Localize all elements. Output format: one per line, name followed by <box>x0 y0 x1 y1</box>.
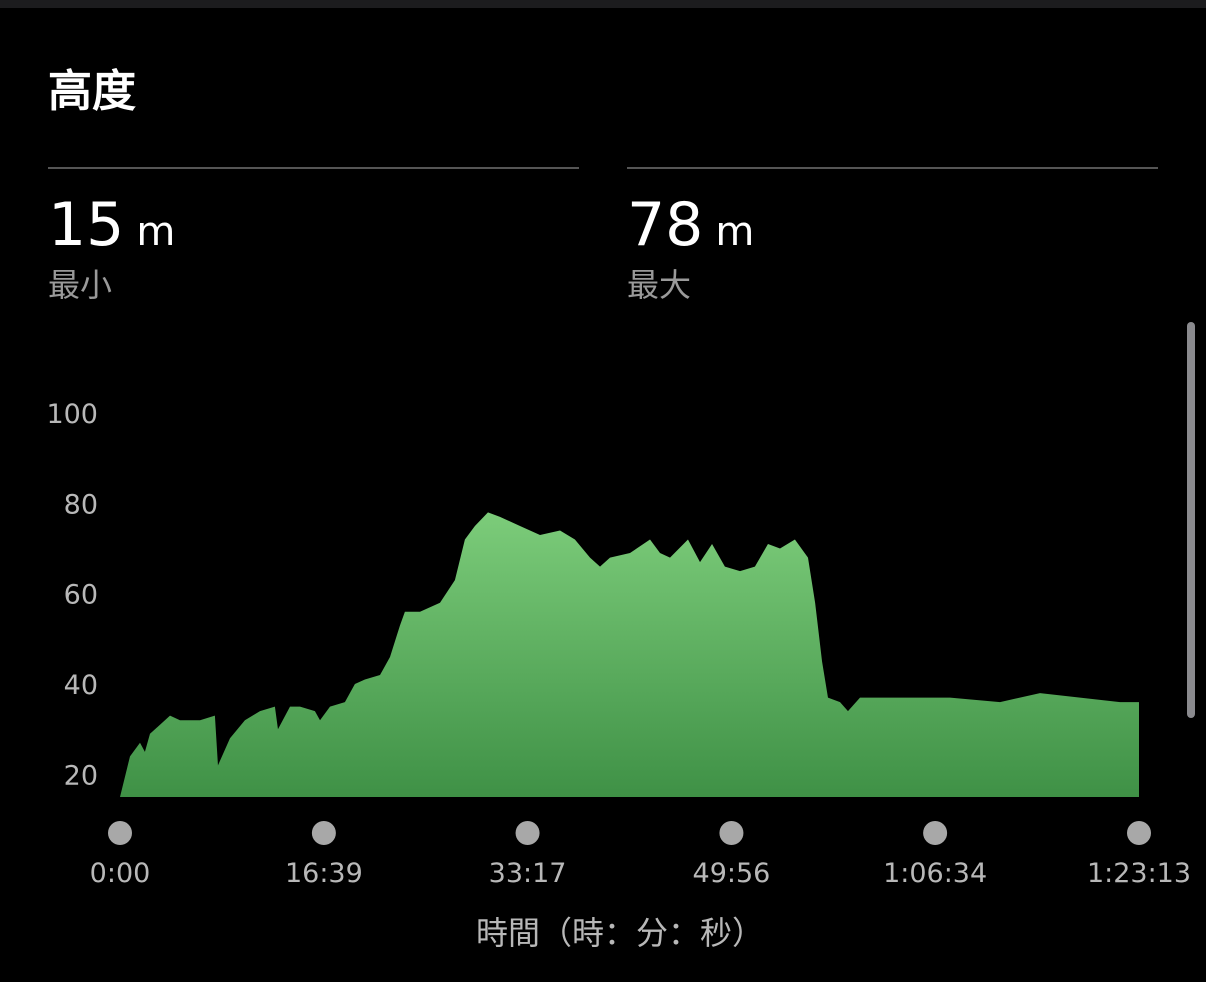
x-tick-dot <box>515 821 540 845</box>
stat-min: 15 m <box>48 190 175 260</box>
x-tick-label: 16:39 <box>285 858 363 889</box>
top-bar <box>0 0 1206 8</box>
x-tick-dot <box>311 821 336 845</box>
stat-label: 最小 <box>48 266 112 304</box>
stat-unit: m <box>715 209 754 255</box>
x-axis-title: 時間（時：分：秒） <box>476 914 764 952</box>
x-tick-label: 33:17 <box>489 858 567 889</box>
scrollbar[interactable] <box>1187 322 1195 718</box>
y-tick-label: 100 <box>46 399 98 430</box>
x-tick-dot <box>108 821 132 845</box>
elevation-area <box>120 512 1139 797</box>
stat-label: 最大 <box>627 266 691 304</box>
y-tick-label: 40 <box>64 670 98 701</box>
y-tick-label: 80 <box>64 489 98 520</box>
x-tick-label: 1:06:34 <box>883 858 987 889</box>
stat-max: 78 m <box>627 190 754 260</box>
y-tick-label: 20 <box>64 760 98 791</box>
y-tick-label: 60 <box>64 580 98 611</box>
stat-value: 78 <box>627 190 703 260</box>
stat-unit: m <box>136 209 175 255</box>
title: 高度 <box>48 66 136 117</box>
x-tick-label: 0:00 <box>90 858 151 889</box>
x-tick-dot <box>1127 821 1151 845</box>
x-tick-dot <box>923 821 948 845</box>
x-tick-label: 1:23:13 <box>1087 858 1191 889</box>
x-tick-label: 49:56 <box>693 858 771 889</box>
x-tick-dot <box>719 821 744 845</box>
stat-value: 15 <box>48 190 124 260</box>
